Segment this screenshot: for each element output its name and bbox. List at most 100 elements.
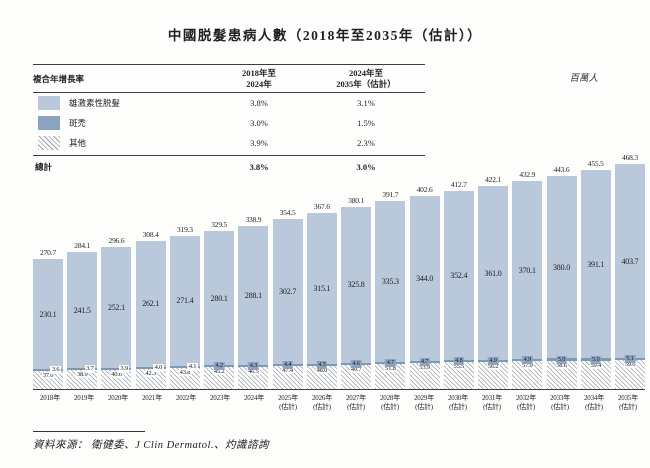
androgenetic-value-label: 403.7: [621, 256, 639, 266]
x-axis-year: 2022年: [176, 394, 196, 402]
alopecia-areata-value-label: 4.7: [419, 358, 430, 367]
others-hatch-swatch-icon: [38, 136, 60, 151]
x-axis-estimate-tag: (估計): [619, 403, 637, 412]
x-axis-year: 2035年: [618, 394, 638, 402]
x-axis-label: 2019年: [67, 394, 101, 413]
androgenetic-segment: 288.1: [238, 226, 269, 365]
alopecia-areata-value-label: 4.3: [248, 361, 259, 370]
cagr-value: 3.9%: [250, 138, 268, 149]
total-value-label: 284.1: [74, 241, 91, 251]
bar-column: 270.7 230.1 37.0 3.6: [33, 248, 63, 389]
x-axis-year: 2026年: [312, 394, 332, 402]
bar-column: 380.1 325.8 49.7 4.6: [341, 195, 372, 389]
others-segment: 48.0: [306, 365, 337, 389]
source-divider: [33, 431, 145, 432]
x-axis-label: 2020年: [101, 394, 135, 413]
total-value-label: 432.9: [519, 170, 536, 180]
x-axis-estimate-tag: (估計): [313, 403, 331, 412]
others-segment: 40.6: [101, 369, 132, 389]
others-value-label: 56.2: [486, 363, 500, 371]
total-value-label: 468.3: [622, 153, 638, 163]
total-value-label: 391.7: [382, 189, 399, 199]
others-value-label: 51.8: [384, 365, 397, 373]
stacked-bar: 241.5 38.9 3.7: [67, 252, 98, 389]
alopecia-areata-segment: [33, 369, 63, 372]
x-axis-year: 2021年: [142, 394, 162, 402]
x-axis-estimate-tag: (估計): [415, 403, 433, 412]
x-axis-estimate-tag: (估計): [449, 403, 467, 412]
others-segment: 45.2: [204, 367, 235, 389]
others-segment: 38.9: [67, 370, 98, 389]
stacked-bar: 361.0 56.2 4.9: [478, 186, 509, 389]
alopecia-areata-value-label: 3.9: [118, 364, 130, 373]
bar-column: 319.3 271.4 43.8 4.1: [169, 225, 200, 389]
androgenetic-segment: 370.1: [512, 181, 543, 359]
total-value-label: 380.1: [348, 195, 365, 205]
stacked-bar: 325.8 49.7 4.6: [341, 206, 372, 389]
androgenetic-value-label: 230.1: [39, 309, 57, 319]
androgenetic-segment: 380.0: [546, 176, 577, 359]
androgenetic-value-label: 271.4: [176, 296, 194, 306]
androgenetic-swatch-icon: [38, 96, 60, 111]
x-axis-year: 2024年: [244, 394, 264, 402]
alopecia-areata-value-label: 3.6: [50, 366, 61, 375]
androgenetic-segment: 252.1: [101, 246, 132, 368]
x-axis-label: 2025年 (估計): [271, 394, 305, 413]
x-axis-label: 2034年 (估計): [577, 394, 611, 413]
bar-column: 329.5 280.1 45.2 4.2: [204, 220, 235, 389]
androgenetic-value-label: 370.1: [518, 265, 536, 275]
legend-label: 其他: [69, 138, 87, 149]
x-axis-year: 2030年: [448, 394, 468, 402]
total-value-label: 402.6: [416, 184, 433, 194]
alopecia-areata-value-label: 4.9: [522, 356, 533, 365]
bar-column: 354.5 302.7 47.4 4.4: [272, 208, 303, 389]
x-axis-year: 2028年: [380, 394, 400, 402]
others-value-label: 43.8: [178, 368, 192, 376]
androgenetic-value-label: 335.3: [381, 276, 399, 286]
androgenetic-segment: 280.1: [204, 230, 235, 366]
alopecia-areata-value-label: 4.2: [213, 362, 225, 371]
androgenetic-segment: 230.1: [33, 258, 63, 370]
bar-column: 422.1 361.0 56.2 4.9: [478, 175, 509, 389]
androgenetic-value-label: 252.1: [107, 302, 125, 312]
x-axis-estimate-tag: (估計): [585, 403, 603, 412]
others-segment: 47.4: [272, 366, 303, 389]
others-segment: 55.5: [443, 362, 474, 389]
bar-column: 468.3 403.7 59.6 5.1: [614, 153, 645, 389]
stacked-bar: 380.0 58.6 5.0: [546, 176, 577, 389]
stacked-bar: 403.7 59.6 5.1: [614, 164, 645, 389]
others-value-label: 59.4: [589, 361, 603, 369]
alopecia-areata-value-label: 4.0: [153, 363, 164, 372]
alopecia-areata-segment: [67, 368, 98, 371]
alopecia-areata-value-label: 4.9: [487, 357, 499, 366]
others-value-label: 48.0: [315, 366, 329, 374]
others-value-label: 40.6: [110, 370, 123, 378]
x-axis-label: 2018年: [33, 394, 67, 413]
bar-column: 432.9 370.1 57.9 4.9: [512, 170, 543, 389]
legend-header-label: 複合年增長率: [33, 73, 85, 84]
legend-row-androgenetic: 雄激素性脱髮 3.8% 3.1%: [33, 93, 425, 113]
alopecia-areata-value-label: 5.1: [624, 355, 636, 364]
total-value-label: 296.6: [108, 235, 125, 245]
others-value-label: 59.6: [623, 361, 637, 369]
androgenetic-segment: 361.0: [478, 186, 509, 360]
androgenetic-segment: 262.1: [135, 240, 166, 367]
stacked-bar: 280.1 45.2 4.2: [204, 230, 235, 389]
androgenetic-value-label: 280.1: [210, 293, 228, 303]
legend-total-row: 總計 3.8% 3.0%: [33, 155, 425, 175]
androgenetic-value-label: 352.4: [450, 271, 468, 280]
x-axis-year: 2034年: [584, 394, 604, 402]
androgenetic-value-label: 391.1: [587, 259, 605, 269]
others-segment: 56.2: [478, 362, 509, 389]
cagr-value: 2.3%: [357, 138, 375, 149]
alopecia-areata-value-label: 5.0: [590, 355, 602, 364]
x-axis-label: 2027年 (估計): [339, 394, 373, 413]
others-value-label: 58.6: [555, 361, 568, 369]
total-value-label: 443.6: [553, 165, 570, 175]
x-axis-year: 2019年: [74, 394, 94, 402]
others-segment: 58.6: [546, 360, 577, 389]
x-axis-year: 2018年: [40, 394, 60, 402]
stacked-bar: 252.1 40.6 3.9: [101, 246, 132, 389]
androgenetic-segment: 352.4: [443, 190, 474, 361]
